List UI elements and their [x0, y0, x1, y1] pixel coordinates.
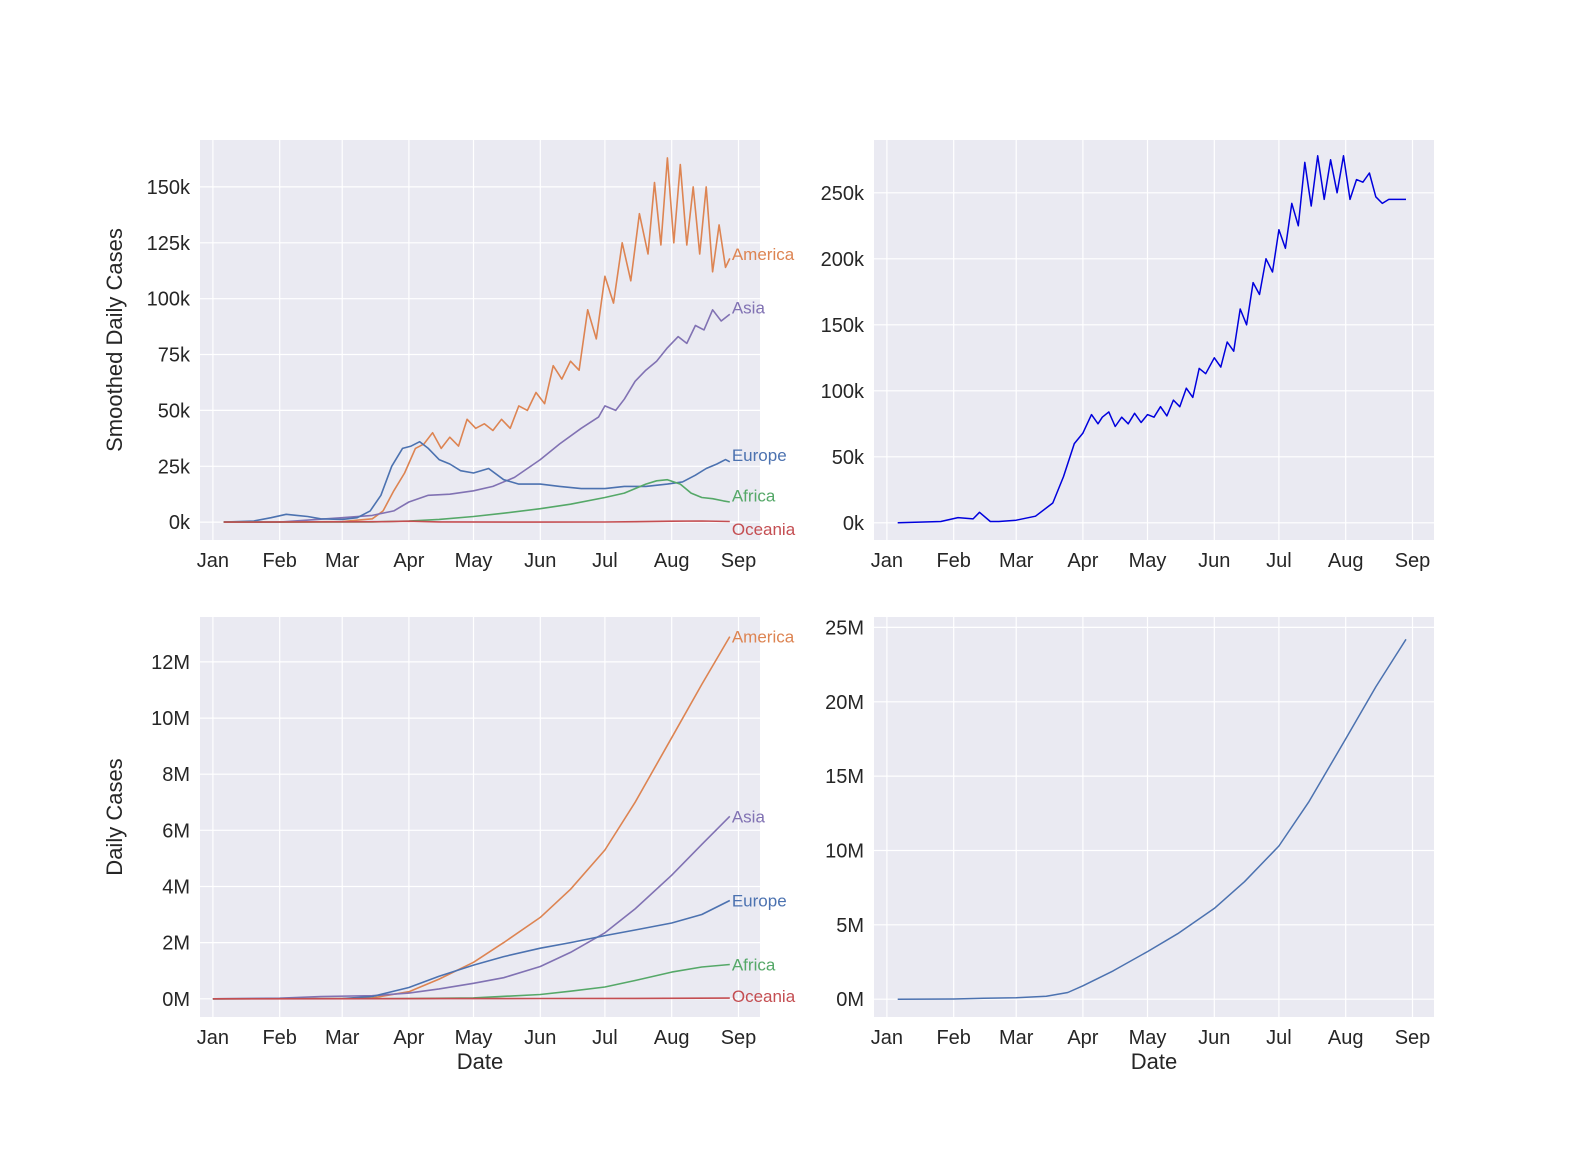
y-tick-label: 0k: [843, 513, 865, 535]
x-tick-label: Sep: [721, 1027, 757, 1049]
series-label-america: America: [732, 628, 795, 647]
x-tick-label: Aug: [1328, 1027, 1364, 1049]
panel-smoothed-daily-world: Jan Feb Mar Apr May Jun Jul Aug Sep 0k 50k 100k 150k…: [821, 140, 1434, 572]
series-label-oceania: Oceania: [732, 520, 796, 539]
x-tick-label: Jun: [524, 1027, 556, 1049]
plot-area: [874, 617, 1434, 1017]
x-tick-label: Feb: [262, 1027, 296, 1049]
series-label-europe: Europe: [732, 446, 787, 465]
x-tick-label: Jun: [524, 550, 556, 572]
y-tick-label: 5M: [836, 915, 864, 937]
y-tick-label: 10M: [151, 708, 190, 730]
series-line-asia: [212, 815, 731, 1000]
y-tick-label: 50k: [832, 447, 865, 469]
x-tick-label: Aug: [1328, 550, 1364, 572]
panel-cumulative-by-continent: Jan Feb Mar Apr May Jun Jul Aug Sep 0M 2M 4M 6M 8M 10M…: [102, 617, 796, 1074]
x-tick-label: Feb: [936, 550, 970, 572]
panel-smoothed-daily-by-continent: Jan Feb Mar Apr May Jun Jul Aug Sep 0k 25k 50k 75k 10…: [102, 140, 796, 572]
x-tick-label: Jul: [1266, 1027, 1292, 1049]
y-tick-label: 150k: [147, 177, 191, 199]
y-tick-label: 4M: [162, 877, 190, 899]
series-line-europe: [212, 899, 731, 1000]
x-tick-label: Sep: [1395, 550, 1431, 572]
x-tick-label: Mar: [999, 550, 1034, 572]
y-tick-label: 75k: [158, 345, 191, 367]
y-tick-label: 150k: [821, 315, 865, 337]
x-axis-title: Date: [1131, 1049, 1177, 1074]
plot-area: [200, 140, 760, 540]
grid: [874, 617, 1434, 1017]
x-tick-label: Mar: [325, 550, 360, 572]
series-label-asia: Asia: [732, 299, 766, 318]
series-label-america: America: [732, 245, 795, 264]
x-tick-label: Jul: [1266, 550, 1292, 572]
series-line-asia: [223, 308, 731, 523]
x-tick-label: Feb: [936, 1027, 970, 1049]
x-tick-label: Jan: [197, 550, 229, 572]
x-tick-label: Aug: [654, 550, 690, 572]
series-line-america: [212, 636, 731, 1000]
y-axis-title: Daily Cases: [102, 758, 127, 875]
x-tick-label: Jun: [1198, 550, 1230, 572]
y-tick-label: 25k: [158, 456, 191, 478]
y-tick-label: 0k: [169, 512, 191, 534]
y-tick-label: 2M: [162, 933, 190, 955]
series-line-world: [897, 155, 1406, 524]
x-tick-label: May: [1129, 550, 1167, 572]
y-tick-label: 0M: [836, 989, 864, 1011]
grid: [874, 140, 1434, 540]
x-tick-label: Mar: [325, 1027, 360, 1049]
x-tick-label: Jun: [1198, 1027, 1230, 1049]
x-tick-label: Apr: [1067, 1027, 1098, 1049]
x-tick-label: Mar: [999, 1027, 1034, 1049]
y-tick-label: 50k: [158, 400, 191, 422]
x-tick-label: Jan: [871, 1027, 903, 1049]
y-tick-label: 100k: [821, 381, 865, 403]
series-line-africa: [223, 478, 730, 523]
plot-area: [874, 140, 1434, 540]
x-tick-label: May: [455, 550, 493, 572]
y-tick-label: 100k: [147, 289, 191, 311]
x-tick-label: Apr: [393, 1027, 424, 1049]
x-tick-label: Apr: [1067, 550, 1098, 572]
y-tick-label: 250k: [821, 183, 865, 205]
y-tick-label: 200k: [821, 249, 865, 271]
y-tick-label: 25M: [825, 617, 864, 639]
series-label-oceania: Oceania: [732, 987, 796, 1006]
x-tick-label: Jul: [592, 550, 618, 572]
y-tick-label: 20M: [825, 692, 864, 714]
panel-cumulative-world: Jan Feb Mar Apr May Jun Jul Aug Sep 0M 5M 10M 15M 20M…: [825, 617, 1434, 1074]
x-tick-label: Jul: [592, 1027, 618, 1049]
x-tick-label: Sep: [721, 550, 757, 572]
series-label-asia: Asia: [732, 807, 766, 826]
x-tick-label: Jan: [197, 1027, 229, 1049]
x-axis-title: Date: [457, 1049, 503, 1074]
y-tick-label: 6M: [162, 820, 190, 842]
y-tick-label: 12M: [151, 652, 190, 674]
y-tick-label: 10M: [825, 841, 864, 863]
y-tick-label: 125k: [147, 233, 191, 255]
series-line-oceania: [223, 520, 730, 523]
x-tick-label: May: [1129, 1027, 1167, 1049]
y-tick-label: 15M: [825, 766, 864, 788]
y-tick-label: 8M: [162, 764, 190, 786]
x-tick-label: May: [455, 1027, 493, 1049]
series-label-europe: Europe: [732, 892, 787, 911]
series-line-europe: [223, 440, 731, 523]
series-line-world: [897, 638, 1407, 1000]
x-tick-label: Apr: [393, 550, 424, 572]
plot-area: [200, 617, 760, 1017]
series-line-oceania: [212, 997, 730, 1000]
x-tick-label: Feb: [262, 550, 296, 572]
series-label-africa: Africa: [732, 486, 776, 505]
series-label-africa: Africa: [732, 956, 776, 975]
y-tick-label: 0M: [162, 989, 190, 1011]
x-tick-label: Jan: [871, 550, 903, 572]
y-axis-title: Smoothed Daily Cases: [102, 228, 127, 452]
x-tick-label: Sep: [1395, 1027, 1431, 1049]
x-tick-label: Aug: [654, 1027, 690, 1049]
